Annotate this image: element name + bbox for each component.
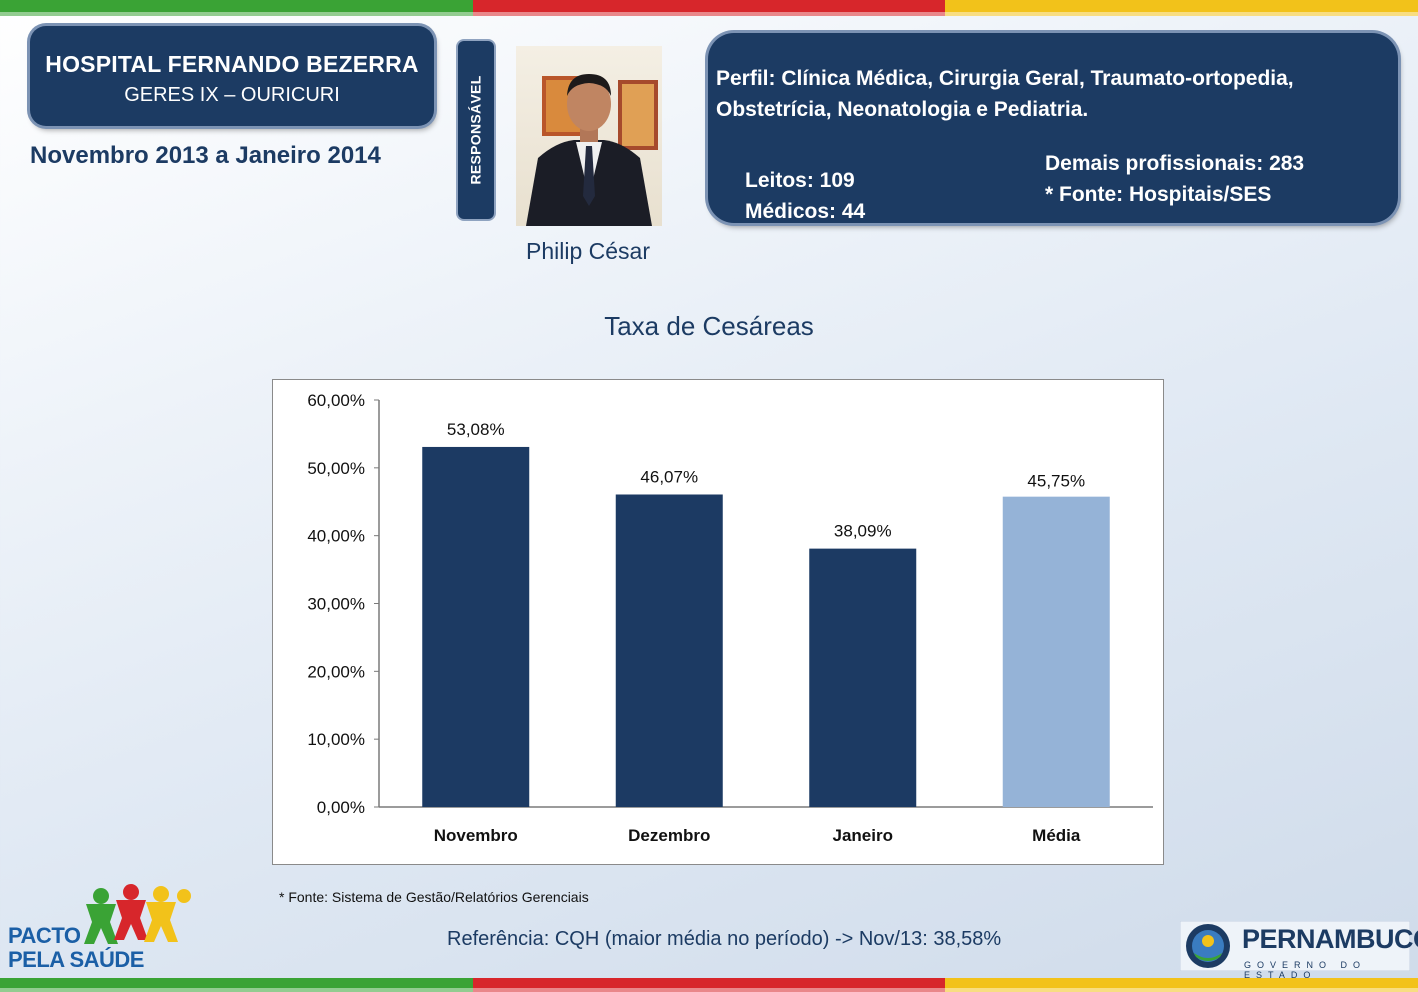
bar-value-label: 45,75% <box>1027 472 1085 491</box>
y-tick-label: 50,00% <box>307 459 365 478</box>
responsavel-label: RESPONSÁVEL <box>468 75 485 185</box>
pacto-logo-figures <box>84 884 191 944</box>
pernambuco-wordmark: PERNAMBUCO <box>1242 924 1418 954</box>
x-tick-label: Dezembro <box>628 826 710 845</box>
hospital-info-panel: Perfil: Clínica Médica, Cirurgia Geral, … <box>708 33 1398 223</box>
x-tick-label: Média <box>1032 826 1081 845</box>
bar-value-label: 46,07% <box>640 467 698 486</box>
fonte-text: * Fonte: Hospitais/SES <box>1045 183 1272 206</box>
geres-label: GERES IX – OURICURI <box>124 84 340 106</box>
y-tick-label: 30,00% <box>307 595 365 614</box>
responsavel-name: Philip César <box>526 238 650 264</box>
y-tick-label: 40,00% <box>307 527 365 546</box>
demais-text: Demais profissionais: 283 <box>1045 152 1305 175</box>
hospital-panel: HOSPITAL FERNANDO BEZERRA GERES IX – OUR… <box>30 26 434 126</box>
top-color-stripe <box>0 0 1418 16</box>
pacto-logo-text: PACTO PELA SAÚDE <box>8 924 144 972</box>
responsavel-photo <box>516 46 662 226</box>
perfil-text: Perfil: Clínica Médica, Cirurgia Geral, … <box>716 67 1294 121</box>
bar <box>809 548 917 807</box>
chart-title: Taxa de Cesáreas <box>604 311 814 341</box>
bar-value-label: 38,09% <box>834 522 892 541</box>
leitos-block: Leitos: 109 Médicos: 44 <box>745 165 865 227</box>
bar-value-label: 53,08% <box>447 420 505 439</box>
source-note: * Fonte: Sistema de Gestão/Relatórios Ge… <box>279 889 589 905</box>
bar <box>1002 496 1110 807</box>
x-tick-label: Janeiro <box>833 826 893 845</box>
bar <box>615 494 723 807</box>
y-tick-label: 0,00% <box>317 798 365 817</box>
governo-wordmark: GOVERNO DO ESTADO <box>1244 960 1367 980</box>
chart-frame: 0,00% 10,00% 20,00% 30,00% 40,00% 50,00% 60,00… <box>272 379 1164 865</box>
y-tick-label: 20,00% <box>307 662 365 681</box>
bottom-color-stripe <box>0 978 1418 992</box>
hospital-name: HOSPITAL FERNANDO BEZERRA <box>45 51 419 77</box>
period-label: Novembro 2013 a Janeiro 2014 <box>30 142 381 169</box>
demais-block: Demais profissionais: 283 * Fonte: Hospi… <box>1045 148 1304 210</box>
leitos-text: Leitos: 109 <box>745 169 855 192</box>
reference-note: Referência: CQH (maior média no período)… <box>447 928 1002 950</box>
responsavel-tab: RESPONSÁVEL <box>458 41 494 219</box>
x-tick-label: Novembro <box>434 826 518 845</box>
pacto-line1: PACTO <box>8 923 81 948</box>
medicos-text: Médicos: 44 <box>745 200 866 223</box>
bar <box>422 446 530 807</box>
pernambuco-seal-icon <box>1180 921 1410 971</box>
y-tick-label: 60,00% <box>307 391 365 410</box>
y-tick-label: 10,00% <box>307 730 365 749</box>
bar-chart: 0,00% 10,00% 20,00% 30,00% 40,00% 50,00% 60,00… <box>307 391 1153 845</box>
pacto-line2: PELA SAÚDE <box>8 947 144 972</box>
